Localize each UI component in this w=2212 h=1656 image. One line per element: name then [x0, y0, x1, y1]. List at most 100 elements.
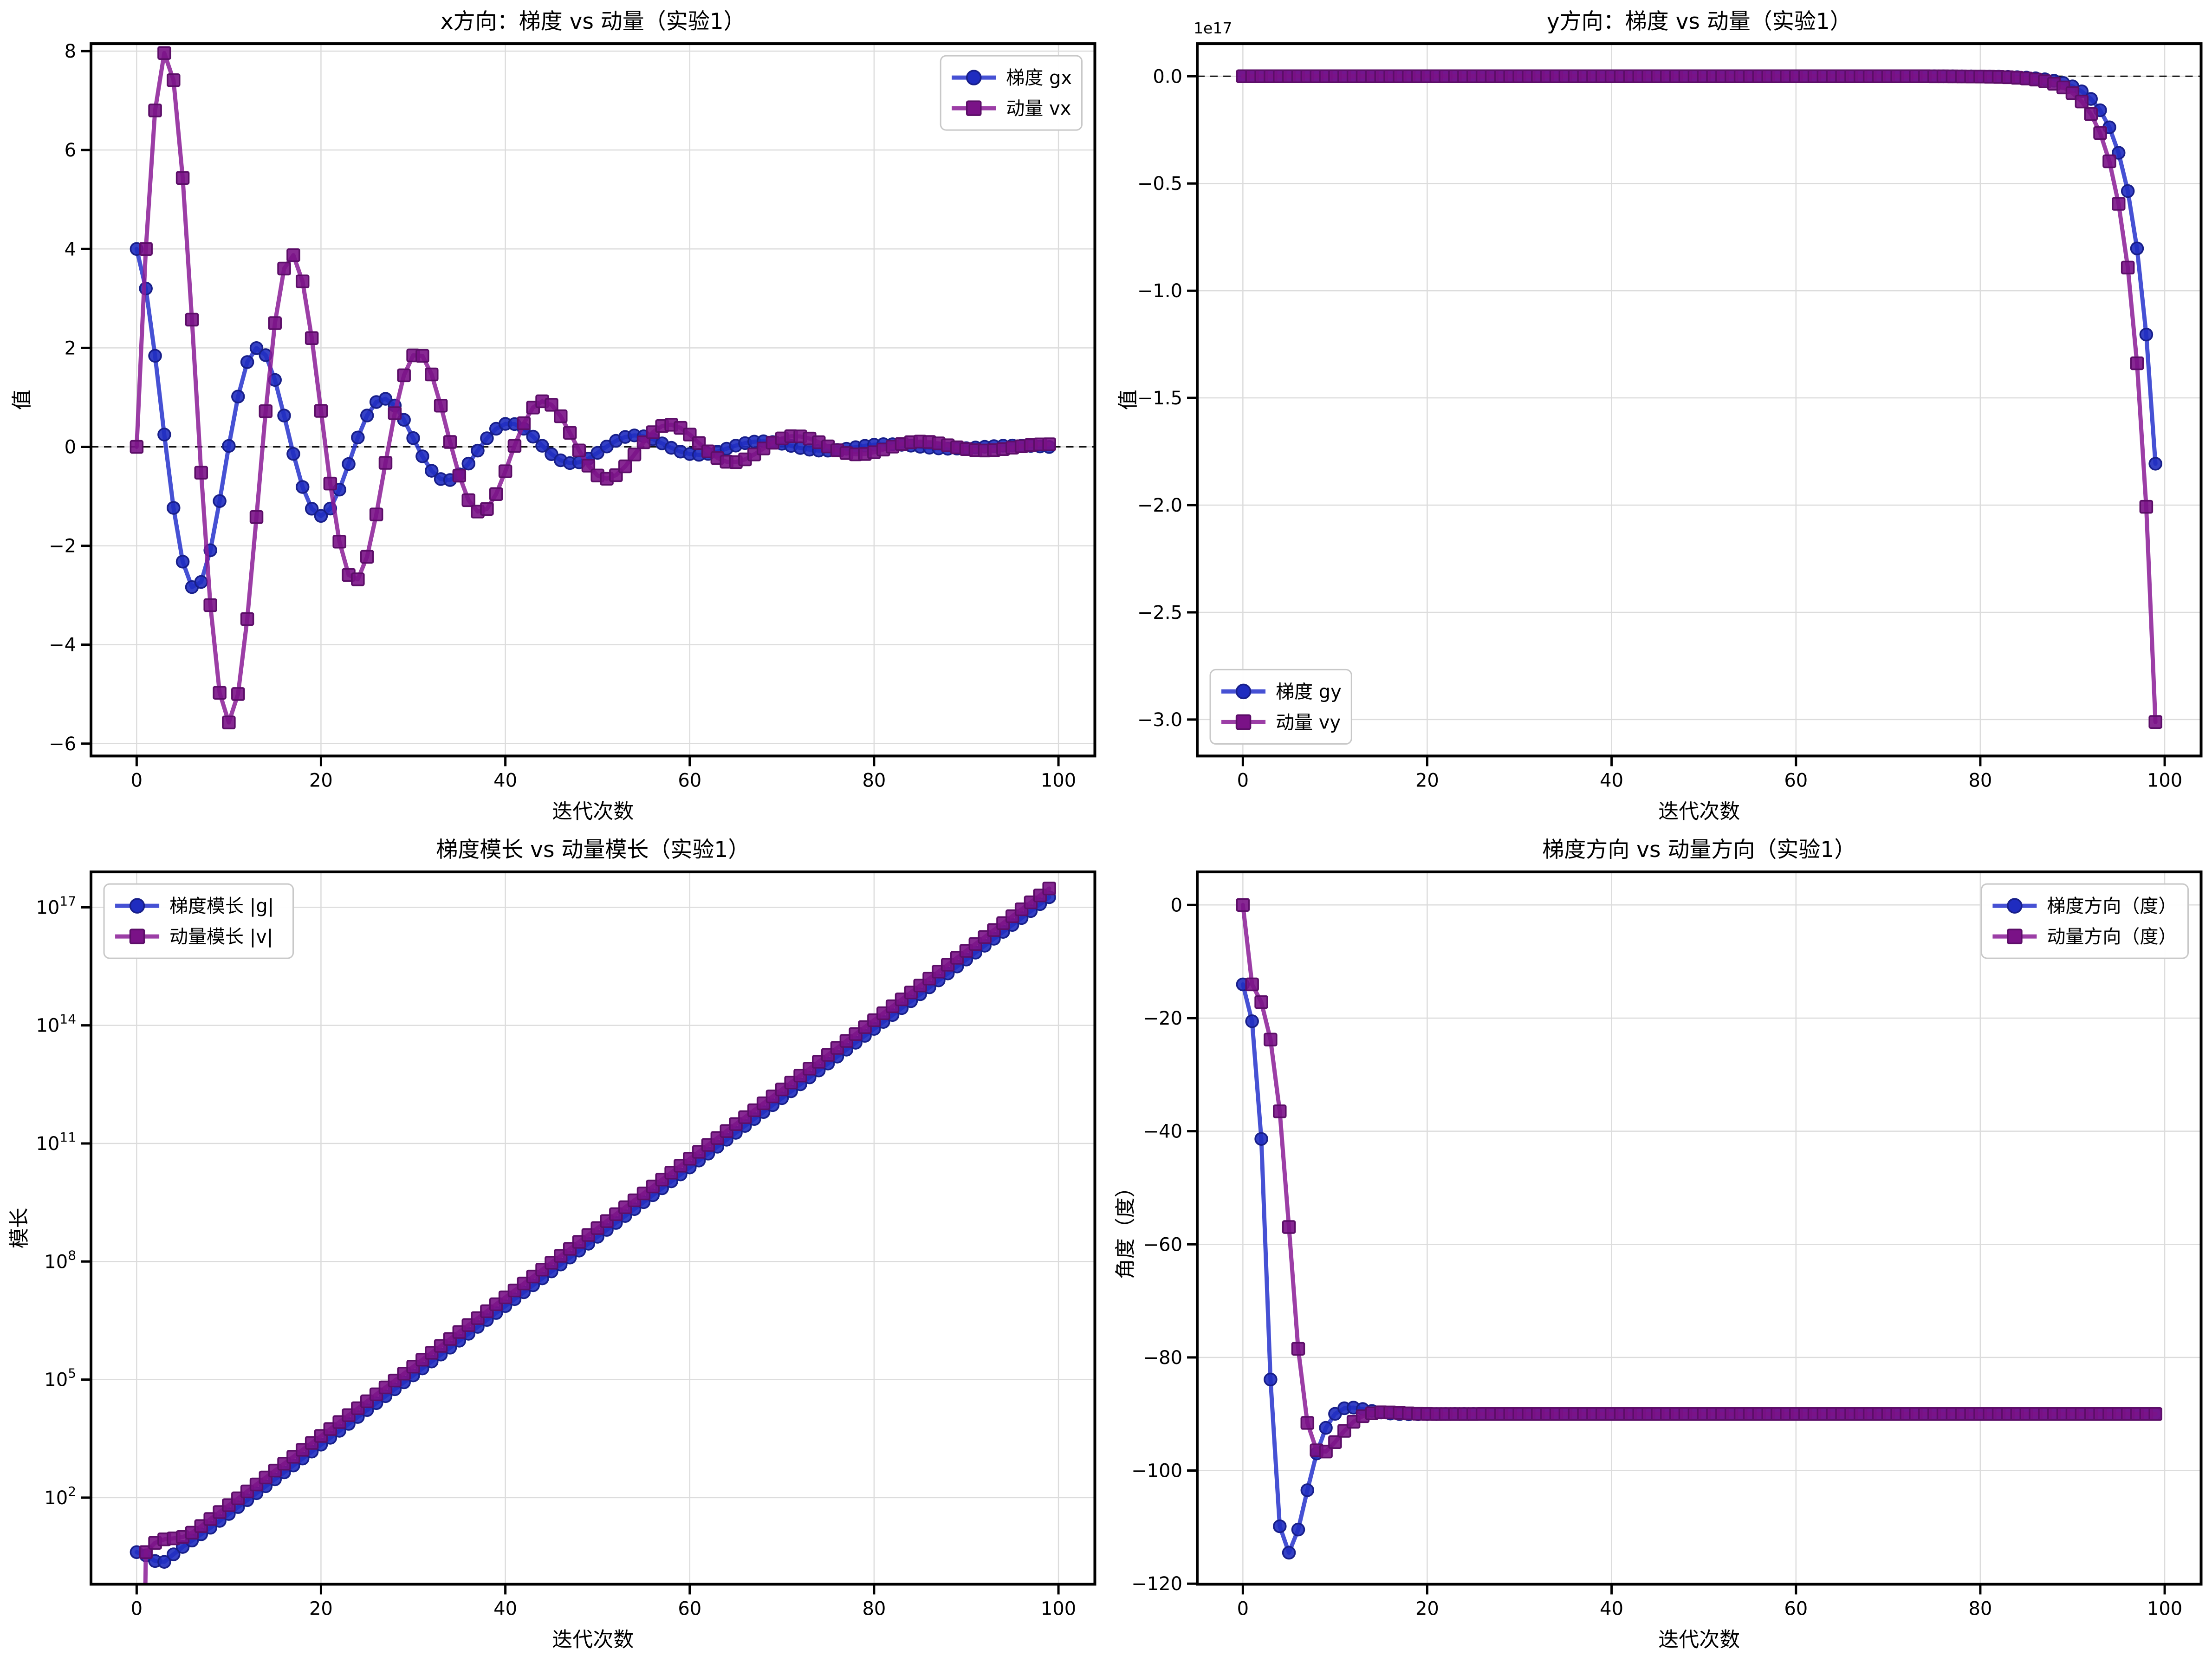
axes-frame	[1195, 42, 2202, 758]
data-point-marker	[2075, 94, 2089, 109]
x-axis-label: 迭代次数	[552, 799, 634, 823]
data-point-marker	[535, 439, 549, 453]
x-tick-label: 80	[1968, 1598, 1992, 1619]
data-point-marker	[222, 715, 236, 729]
data-point-marker	[369, 507, 383, 521]
data-point-marker	[249, 510, 264, 524]
series-line-gx	[134, 247, 1051, 590]
data-point-marker	[526, 429, 540, 444]
data-point-marker	[314, 404, 328, 418]
data-point-marker	[1263, 1372, 1278, 1386]
data-point-marker	[213, 494, 227, 508]
axes-frame	[90, 42, 1096, 758]
data-point-marker	[1245, 977, 1259, 991]
data-point-marker	[360, 550, 374, 564]
chart-title: 梯度方向 vs 动量方向（实验1）	[1542, 837, 1856, 863]
data-point-marker	[572, 443, 586, 458]
subplot-x-direction: 0 20 40 60 80 100 8 6 4 2 0 −2 −4 −6 梯度 gx 动量 vx x方向：梯度…	[0, 0, 1106, 828]
data-point-marker	[461, 456, 475, 471]
y-tick-label: −100	[1131, 1460, 1182, 1481]
y-axis-label: 角度（度）	[1114, 1177, 1137, 1279]
legend-label: 梯度 gy	[1276, 681, 1342, 702]
data-point-marker	[1300, 1483, 1314, 1497]
legend: 梯度 gy 动量 vy	[1209, 669, 1352, 745]
x-tick-label: 100	[1041, 770, 1076, 791]
x-tick-label: 40	[493, 1598, 517, 1619]
plot-area-magnitude: 0 20 40 60 80 100 1017 1014 1011 108 105 102 梯度模长 |g…	[36, 870, 1096, 1619]
gridlines	[1197, 44, 2201, 756]
subplot-y-direction: 0 20 40 60 80 100 0.0 −0.5 −1.0 −1.5 −2.0 −2.5 −3.0 梯…	[1106, 0, 2212, 828]
y-tick-label: 6	[65, 140, 76, 161]
legend-label: 动量方向（度）	[2047, 926, 2177, 948]
series-markers-vy	[1236, 69, 2162, 729]
x-tick-label: 40	[1600, 770, 1623, 791]
data-point-marker	[231, 687, 245, 701]
data-point-marker	[545, 398, 558, 412]
data-point-marker	[590, 446, 604, 460]
x-axis-label: 迭代次数	[1658, 799, 1740, 823]
legend-label: 动量 vx	[1006, 98, 1071, 119]
data-point-marker	[2148, 457, 2162, 471]
x-tick-label: 20	[1415, 1598, 1439, 1619]
data-point-marker	[259, 404, 273, 418]
data-point-marker	[286, 248, 300, 262]
data-point-marker	[1042, 881, 1056, 896]
data-point-marker	[2130, 356, 2144, 370]
data-point-marker	[480, 502, 494, 516]
gridlines	[91, 44, 1095, 756]
axes-frame	[1195, 870, 2202, 1585]
legend-marker-icon	[2006, 928, 2023, 944]
data-point-marker	[295, 480, 310, 494]
y-tick-label: 108	[44, 1247, 76, 1273]
series-markers-vx	[130, 46, 1056, 729]
axes-frame	[90, 870, 1096, 1585]
data-point-marker	[507, 439, 522, 453]
data-point-marker	[2148, 715, 2162, 729]
data-point-marker	[415, 349, 429, 363]
data-point-marker	[397, 368, 411, 383]
x-tick-label: 40	[1600, 1598, 1623, 1619]
data-point-marker	[2148, 1407, 2162, 1421]
y-tick-label: −120	[1131, 1573, 1182, 1595]
data-point-marker	[240, 612, 254, 626]
data-point-marker	[627, 448, 642, 461]
legend: 梯度模长 |g| 动量模长 |v|	[103, 883, 294, 959]
data-point-marker	[213, 686, 227, 700]
data-point-marker	[277, 261, 291, 276]
data-point-marker	[167, 73, 181, 87]
axis-ticks: 0 20 40 60 80 100 1017 1014 1011 108 105 102	[36, 893, 1076, 1619]
data-point-marker	[277, 409, 291, 422]
data-point-marker	[222, 439, 236, 453]
legend: 梯度 gx 动量 vx	[940, 55, 1083, 131]
data-point-marker	[1272, 1104, 1287, 1118]
y-tick-label: −1.5	[1137, 388, 1182, 409]
data-point-marker	[498, 464, 512, 478]
data-point-marker	[167, 501, 181, 515]
data-point-marker	[378, 392, 393, 406]
data-point-marker	[203, 598, 217, 612]
subplot-direction: 0 20 40 60 80 100 0 −20 −40 −60 −80 −100 −120 梯度方向（度）…	[1106, 828, 2212, 1656]
data-point-marker	[175, 555, 190, 569]
y-tick-label: 2	[65, 338, 76, 359]
y-axis-label: 值	[1116, 390, 1140, 410]
data-point-marker	[351, 430, 365, 445]
series-layer	[130, 881, 1056, 1584]
y-tick-label: 1014	[36, 1011, 76, 1036]
y-tick-label: −2.0	[1137, 495, 1182, 516]
data-point-marker	[268, 316, 282, 330]
data-point-marker	[2139, 500, 2153, 514]
data-point-marker	[517, 416, 531, 430]
x-tick-label: 80	[862, 770, 886, 791]
y-tick-label: 0	[1170, 895, 1182, 916]
data-point-marker	[2121, 184, 2134, 198]
legend: 梯度方向（度） 动量方向（度）	[1980, 883, 2189, 959]
axis-offset-label: 1e17	[1194, 19, 1232, 37]
series-line-vy	[1240, 74, 2158, 724]
data-point-marker	[581, 459, 596, 473]
data-point-marker	[461, 493, 475, 507]
data-point-marker	[1254, 1131, 1268, 1146]
series-line-angle_g	[1240, 982, 2158, 1555]
